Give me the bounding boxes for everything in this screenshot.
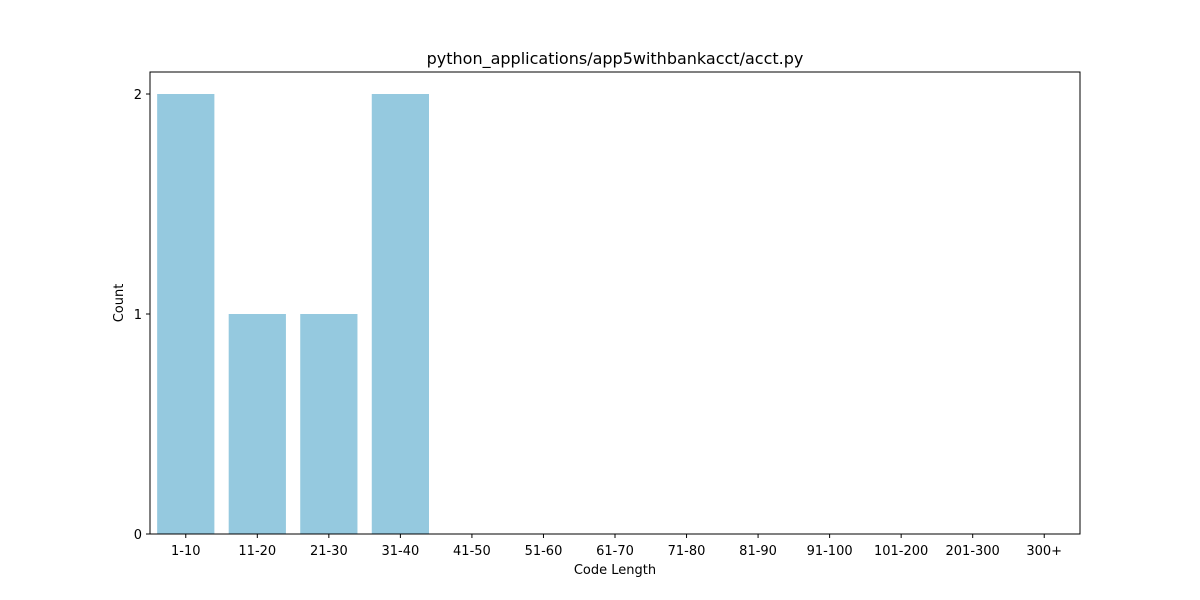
bar <box>157 94 215 534</box>
x-tick-label: 21-30 <box>310 544 348 559</box>
x-tick-label: 31-40 <box>381 544 419 559</box>
x-tick-label: 71-80 <box>668 544 706 559</box>
x-tick-label: 61-70 <box>596 544 634 559</box>
x-tick-label: 201-300 <box>946 544 1000 559</box>
y-axis-title: Count <box>112 284 127 323</box>
x-axis: 1-10 11-20 21-30 31-40 41-50 51-60 61-70 71-80 8… <box>171 534 1062 559</box>
x-tick-label: 41-50 <box>453 544 491 559</box>
x-tick-label: 1-10 <box>171 544 201 559</box>
x-tick-label: 101-200 <box>874 544 928 559</box>
bars <box>157 94 429 534</box>
x-tick-label: 300+ <box>1026 544 1062 559</box>
bar <box>371 94 429 534</box>
bar <box>228 314 286 534</box>
y-axis: 0 1 2 <box>134 88 150 543</box>
x-tick-label: 91-100 <box>807 544 853 559</box>
x-tick-label: 51-60 <box>525 544 563 559</box>
plot-frame <box>149 71 1081 535</box>
x-axis-title: Code Length <box>574 563 656 578</box>
x-tick-label: 11-20 <box>238 544 276 559</box>
y-tick-label: 2 <box>134 88 142 103</box>
y-tick-label: 0 <box>134 528 142 543</box>
bar <box>300 314 358 534</box>
x-tick-label: 81-90 <box>739 544 777 559</box>
chart-title: python_applications/app5withbankacct/acc… <box>427 49 804 69</box>
y-tick-label: 1 <box>134 308 142 323</box>
